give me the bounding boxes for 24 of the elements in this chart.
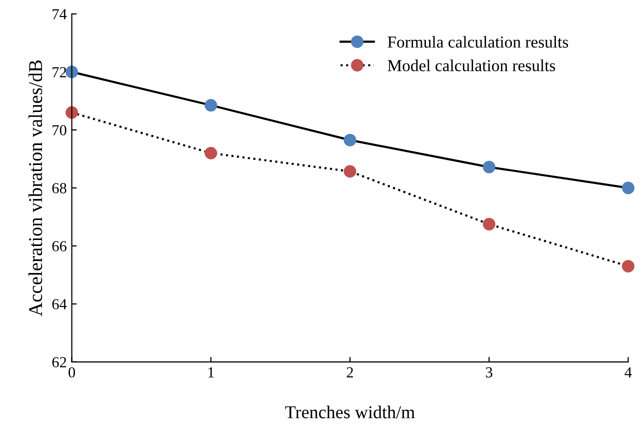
y-tick-label: 74 [52,9,67,20]
x-tick-label: 0 [68,367,76,378]
y-axis-title: Acceleration vibration values/dB [28,60,42,316]
y-tick-label: 68 [52,183,66,194]
point [344,134,356,146]
y-tick-label: 66 [52,241,66,252]
point [204,146,218,160]
x-tick-label: 3 [486,367,492,378]
x-tick-label: 1 [208,367,214,378]
point [344,165,356,178]
x-tick-label: 2 [346,367,353,378]
point [66,66,78,78]
x-tick-label: 4 [624,367,632,378]
point [622,260,634,272]
legend-label: Formula calculation results [388,36,568,48]
point [204,99,218,112]
y-tick-label: 62 [52,357,66,368]
point [622,182,634,194]
y-tick-label: 70 [52,125,66,136]
point [482,160,496,174]
y-tick-label: 64 [52,299,67,310]
x-axis-title: Trenches width/m [285,406,415,418]
point [482,218,496,230]
legend-label: Model calculation results [388,60,556,72]
